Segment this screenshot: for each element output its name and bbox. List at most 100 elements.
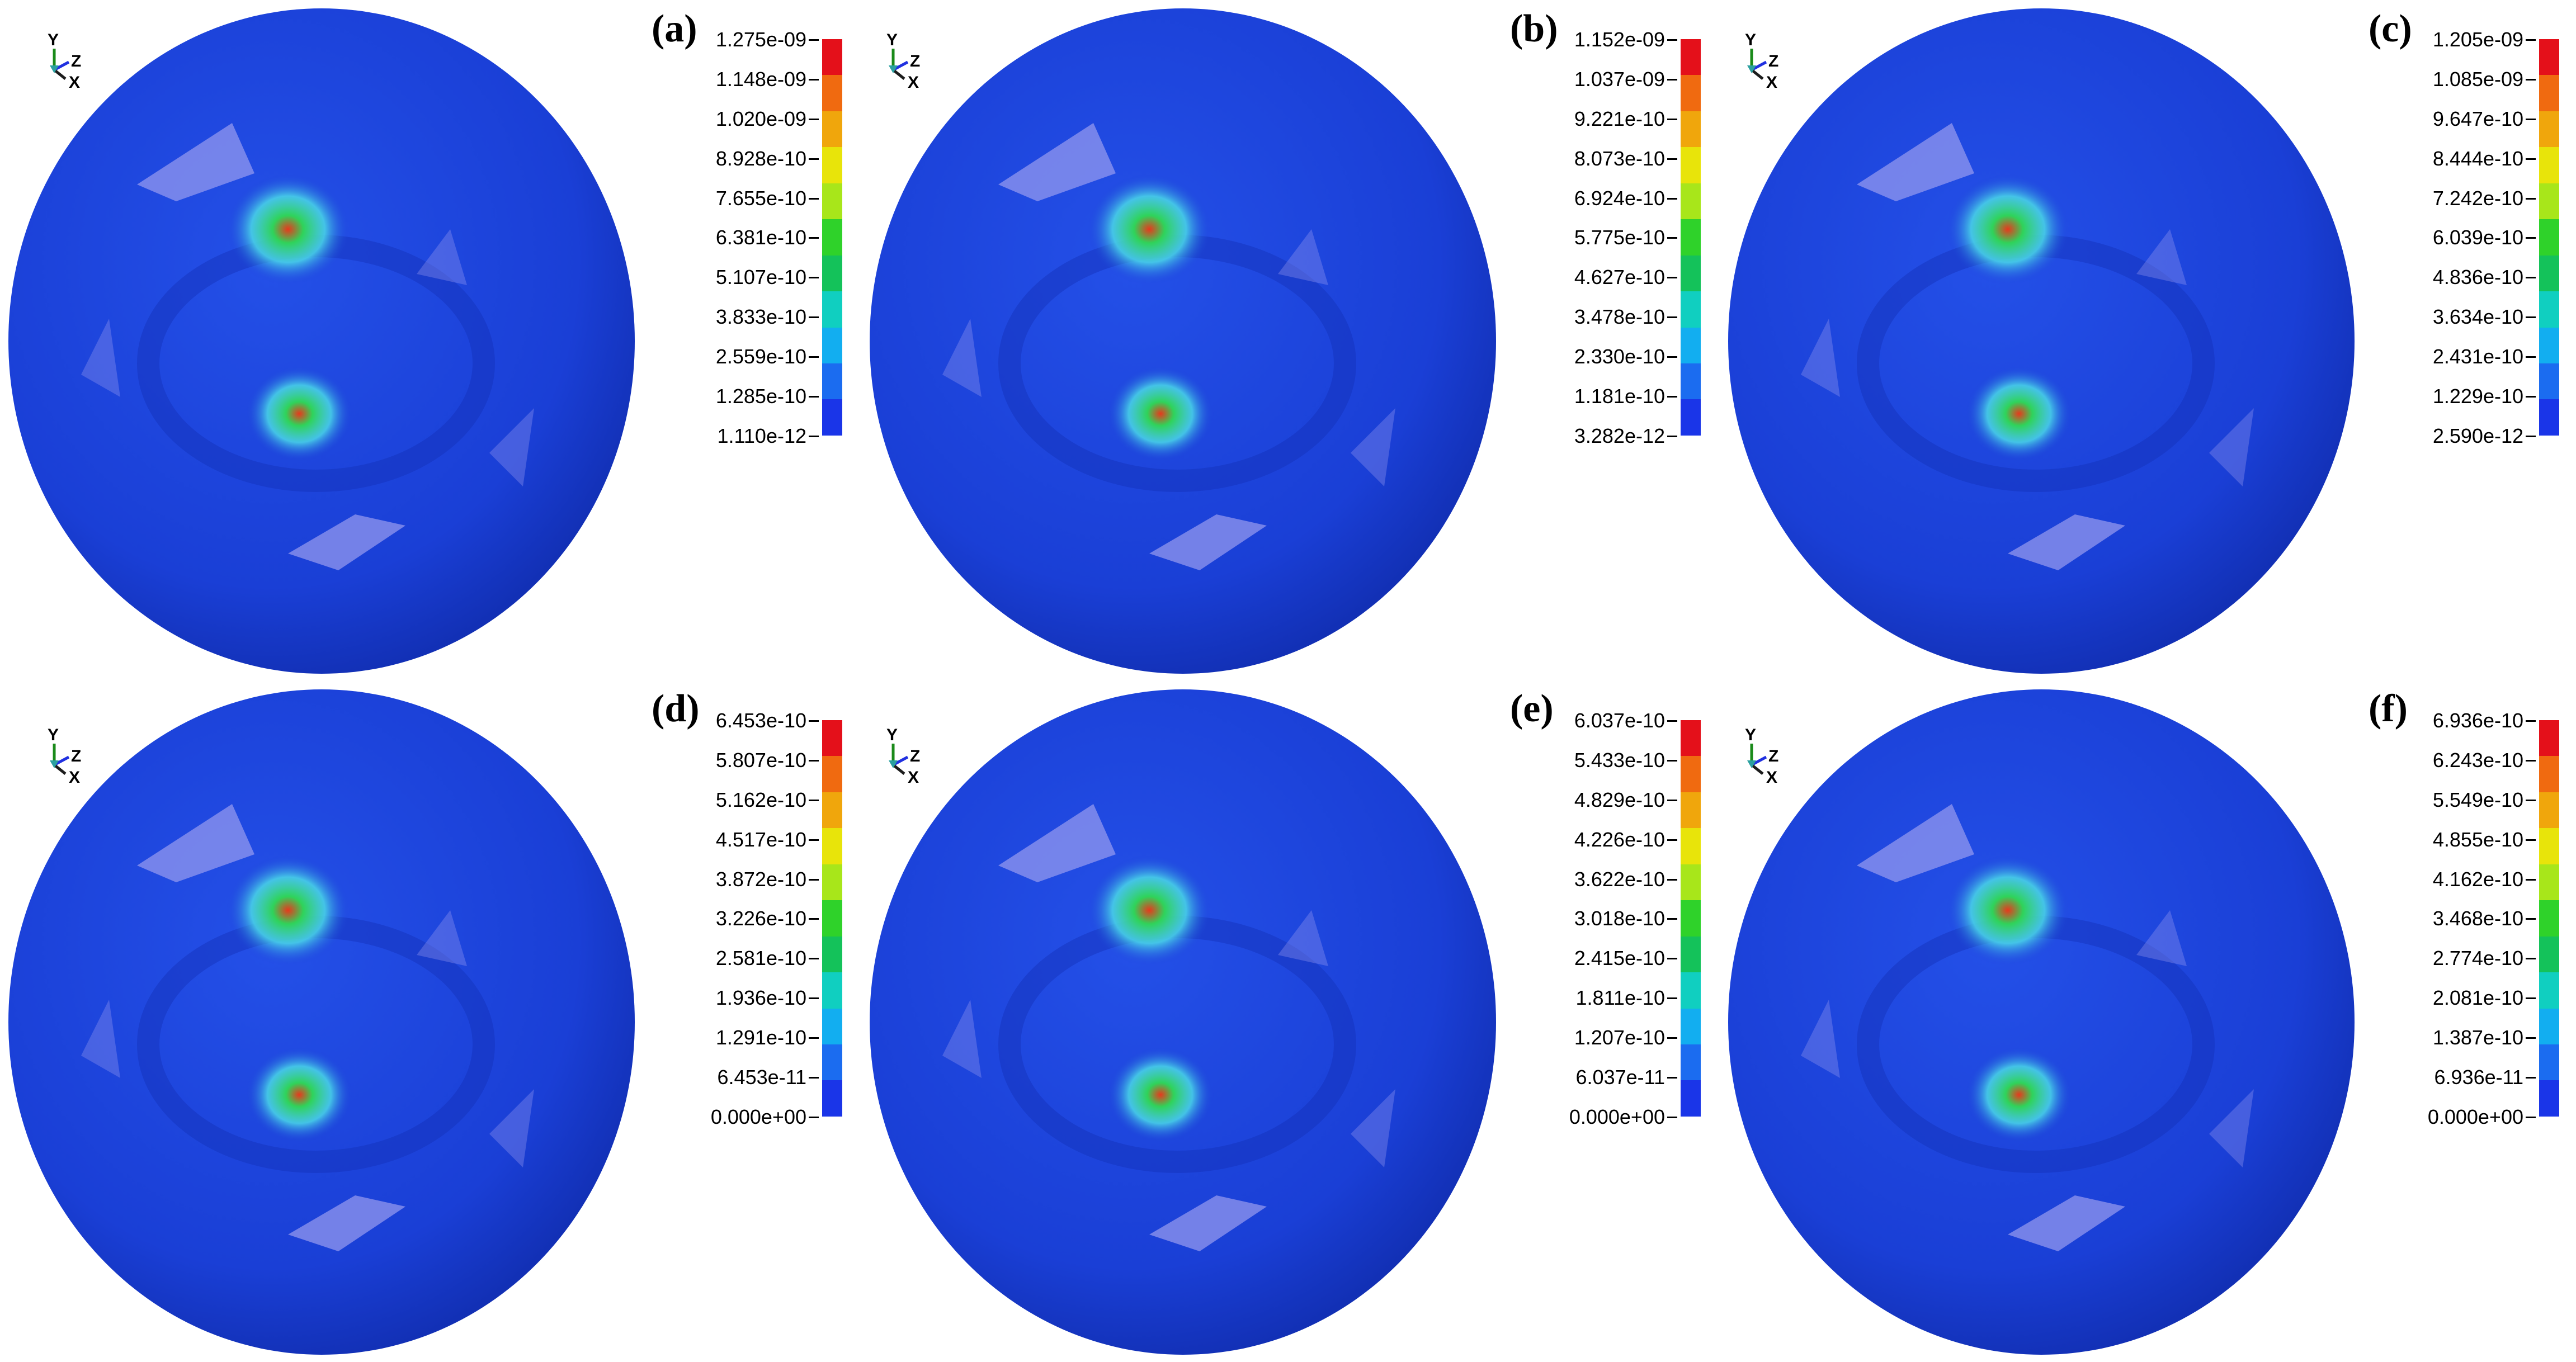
hotspot	[1966, 1047, 2072, 1143]
colorbar-tick-label: 4.226e-10	[1574, 827, 1678, 851]
colorbar-tick-label: 7.242e-10	[2432, 186, 2536, 210]
colorbar-tick-label: 6.039e-10	[2432, 226, 2536, 249]
colorbar-tick-label: 3.872e-10	[715, 867, 819, 891]
panel-b: Y Z X (b) 1.152e-09 1.037e-09 9.221e-10 8.073e-…	[858, 0, 1717, 681]
axis-label-y: Y	[886, 726, 898, 744]
axis-label-z: Z	[1768, 747, 1779, 765]
colorbar-tick-label: 2.415e-10	[1574, 947, 1678, 970]
surface-facet	[942, 1000, 982, 1078]
surface-facet	[998, 123, 1116, 201]
colorbar-segment	[1681, 1080, 1701, 1117]
colorbar-tick-label: 1.205e-09	[2432, 28, 2536, 51]
surface-facet	[1149, 514, 1267, 570]
colorbar-tick-label: 6.381e-10	[715, 226, 819, 249]
colorbar-tick-label: 0.000e+00	[710, 1105, 819, 1128]
colorbar-segment	[1681, 936, 1701, 973]
colorbar-tick-label: 1.148e-09	[715, 67, 819, 91]
colorbar-segment	[2539, 828, 2559, 864]
colorbar-tick-label: 1.110e-12	[717, 424, 819, 447]
colorbar-tick-label: 3.833e-10	[715, 305, 819, 329]
surface-facet	[417, 229, 467, 285]
colorbar-tick-label: 2.330e-10	[1574, 345, 1678, 368]
colorbar-segment	[822, 399, 842, 436]
colorbar-tick-label: 6.924e-10	[1574, 186, 1678, 210]
colorbar-segment	[822, 828, 842, 864]
colorbar-tick-label: 5.549e-10	[2432, 788, 2536, 811]
hotspot	[246, 1047, 352, 1143]
axis-label-y: Y	[886, 31, 898, 49]
colorbar-segment	[822, 972, 842, 1009]
colorbar-segment	[1681, 792, 1701, 829]
colorbar-tick-label: 8.073e-10	[1574, 146, 1678, 170]
colorbar-segment	[822, 363, 842, 400]
colorbar-segment	[1681, 39, 1701, 75]
colorbar-tick-label: 5.162e-10	[715, 788, 819, 811]
surface-facet	[1278, 229, 1328, 285]
colorbar	[2539, 720, 2559, 1117]
colorbar-segment	[1681, 111, 1701, 148]
colorbar-tick-label: 6.453e-11	[717, 1066, 819, 1089]
colorbar-segment	[1681, 900, 1701, 937]
colorbar-segment	[822, 291, 842, 328]
colorbar-tick-label: 2.081e-10	[2432, 986, 2536, 1010]
colorbar-tick-label: 1.229e-10	[2432, 385, 2536, 408]
colorbar-segment	[2539, 1080, 2559, 1117]
hotspot	[1946, 174, 2069, 285]
colorbar-tick-label: 4.517e-10	[715, 827, 819, 851]
axis-label-z: Z	[1768, 52, 1779, 70]
colorbar-segment	[822, 900, 842, 937]
surface-facet	[1857, 804, 1974, 882]
surface-facet	[942, 319, 982, 397]
axis-label-z: Z	[71, 747, 82, 765]
panel-a: Y Z X (a) 1.275e-09 1.148e-09 1.020e-09 8.928e-…	[0, 0, 858, 681]
colorbar-segment	[1681, 972, 1701, 1009]
surface-facet	[2136, 229, 2187, 285]
axis-label-y: Y	[1745, 726, 1757, 744]
colorbar-ticks: 1.152e-09 1.037e-09 9.221e-10 8.073e-10 6.92…	[858, 0, 1717, 681]
colorbar-tick-label: 4.836e-10	[2432, 266, 2536, 289]
colorbar-tick-label: 2.581e-10	[715, 947, 819, 970]
colorbar-segment	[1681, 291, 1701, 328]
hotspot	[1107, 366, 1214, 462]
axis-label-x: X	[69, 768, 81, 787]
colorbar-segment	[822, 1080, 842, 1117]
panel-label: (f)	[2369, 687, 2408, 730]
colorbar-segment	[2539, 147, 2559, 183]
surface-facet	[81, 319, 120, 397]
axis-label-y: Y	[48, 31, 59, 49]
colorbar-segment	[822, 219, 842, 256]
colorbar-segment	[1681, 828, 1701, 864]
panel-label: (c)	[2369, 7, 2412, 50]
colorbar-tick-label: 6.243e-10	[2432, 748, 2536, 772]
hotspot	[1088, 174, 1211, 285]
colorbar-tick-label: 0.000e+00	[2427, 1105, 2536, 1128]
colorbar-segment	[2539, 756, 2559, 792]
colorbar-segment	[2539, 327, 2559, 363]
colorbar-segment	[822, 111, 842, 148]
contour-sphere	[8, 8, 635, 674]
colorbar-segment	[822, 756, 842, 792]
axis-label-x: X	[1766, 73, 1778, 92]
colorbar-segment	[2539, 864, 2559, 901]
colorbar-tick-label: 1.936e-10	[715, 986, 819, 1010]
colorbar	[1681, 720, 1701, 1117]
colorbar-segment	[2539, 792, 2559, 829]
colorbar-segment	[1681, 183, 1701, 220]
colorbar-segment	[1681, 720, 1701, 756]
hotspot	[1966, 366, 2072, 462]
colorbar-segment	[2539, 1008, 2559, 1044]
colorbar-tick-label: 6.037e-10	[1574, 709, 1678, 732]
colorbar-tick-label: 5.775e-10	[1574, 226, 1678, 249]
surface-facet	[1278, 910, 1328, 966]
colorbar-segment	[822, 183, 842, 220]
colorbar-tick-label: 4.627e-10	[1574, 266, 1678, 289]
colorbar-ticks: 6.037e-10 5.433e-10 4.829e-10 4.226e-10 3.62…	[858, 681, 1717, 1362]
colorbar-segment	[1681, 255, 1701, 292]
axis-label-z: Z	[71, 52, 82, 70]
hotspot	[1107, 1047, 1214, 1143]
colorbar-segment	[822, 1044, 842, 1081]
hotspot	[227, 855, 350, 966]
colorbar-segment	[2539, 720, 2559, 756]
colorbar-segment	[822, 936, 842, 973]
